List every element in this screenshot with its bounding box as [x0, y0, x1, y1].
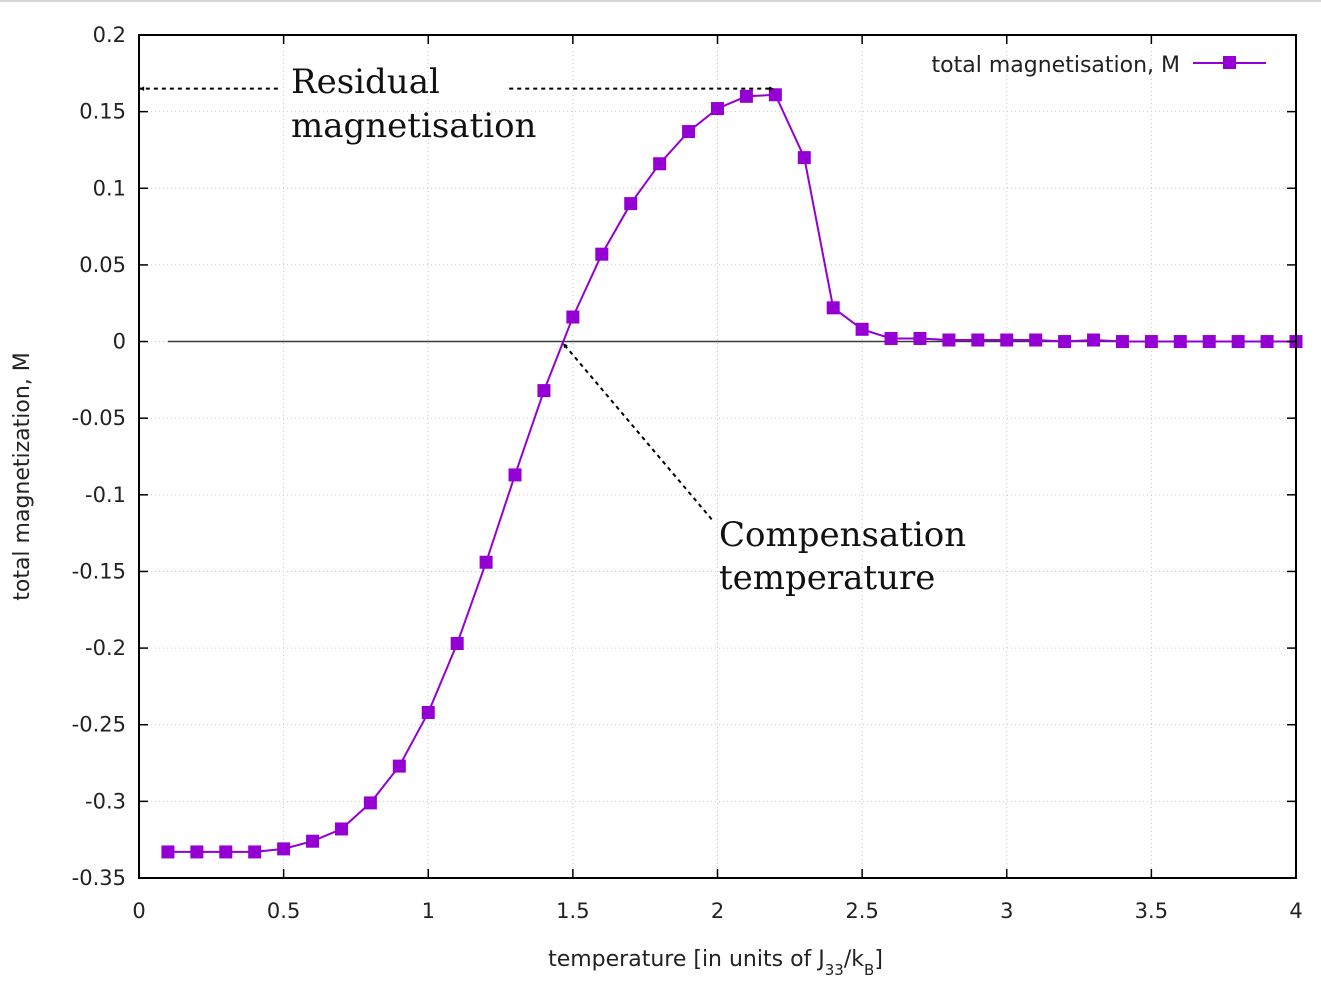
- data-point: [884, 331, 898, 345]
- x-tick-label: 0: [132, 899, 145, 923]
- data-point: [219, 845, 233, 859]
- data-point: [421, 705, 435, 719]
- image-top-border: [0, 0, 1321, 2]
- y-tick-label: -0.2: [85, 636, 126, 660]
- data-point: [363, 796, 377, 810]
- ticks-layer: 0 0.5 1 1.5 2 2.5 3 3.5 4 0.2 0.15 0.1 0.05 0 -0.05 -0.…: [72, 23, 1303, 923]
- data-point: [1202, 335, 1216, 349]
- data-point: [768, 88, 782, 102]
- legend: total magnetisation, M: [932, 53, 1266, 78]
- y-axis-title: total magnetization, M: [10, 352, 35, 601]
- data-point: [479, 555, 493, 569]
- grid: [139, 35, 1296, 878]
- data-point: [306, 834, 320, 848]
- data-point: [1058, 335, 1072, 349]
- x-tick-label: 3: [1000, 899, 1013, 923]
- x-tick-label: 3.5: [1135, 899, 1168, 923]
- residual-label-line2: magnetisation: [291, 106, 536, 146]
- data-point: [1144, 335, 1158, 349]
- data-point: [855, 322, 869, 336]
- data-point: [392, 759, 406, 773]
- data-point: [1260, 335, 1274, 349]
- y-tick-label: -0.35: [72, 866, 126, 890]
- residual-label-line1: Residual: [291, 62, 440, 102]
- data-point: [161, 845, 175, 859]
- data-point: [653, 157, 667, 171]
- x-tick-label: 2: [711, 899, 724, 923]
- data-point: [1087, 333, 1101, 347]
- series-layer: [161, 88, 1303, 859]
- data-point: [595, 247, 609, 261]
- compensation-label-line1: Compensation: [719, 515, 966, 555]
- y-tick-label: -0.15: [72, 559, 126, 583]
- x-tick-label: 1.5: [556, 899, 589, 923]
- y-tick-label: -0.25: [72, 713, 126, 737]
- x-axis-title-main: temperature [in units of J: [548, 947, 825, 972]
- data-point: [1115, 335, 1129, 349]
- data-point: [334, 822, 348, 836]
- y-tick-label: 0.1: [93, 176, 126, 200]
- data-point: [942, 333, 956, 347]
- y-tick-label: -0.05: [72, 406, 126, 430]
- data-point: [566, 310, 580, 324]
- data-point: [624, 197, 638, 211]
- series-line: [167, 93, 1296, 853]
- data-point: [826, 301, 840, 315]
- data-point: [739, 89, 753, 103]
- compensation-label-line2: temperature: [719, 558, 935, 598]
- data-point: [190, 845, 204, 859]
- data-point: [682, 125, 696, 139]
- y-tick-label: 0.2: [93, 23, 126, 47]
- x-tick-label: 1: [422, 899, 435, 923]
- legend-marker-icon: [1223, 56, 1236, 69]
- x-axis-title-sub1: 33: [825, 961, 844, 979]
- data-point: [913, 331, 927, 345]
- x-axis-title: temperature [in units of J33/kB]: [548, 947, 883, 979]
- x-axis-title-mid: /k: [844, 947, 864, 972]
- data-point: [277, 842, 291, 856]
- x-tick-label: 0.5: [267, 899, 300, 923]
- x-axis-title-sub2: B: [864, 961, 874, 979]
- data-point: [537, 384, 551, 398]
- data-point: [450, 636, 464, 650]
- data-point: [1029, 333, 1043, 347]
- data-point: [248, 845, 262, 859]
- legend-label: total magnetisation, M: [932, 53, 1180, 78]
- compensation-arrow: [562, 342, 713, 520]
- y-tick-label: 0.15: [79, 100, 126, 124]
- data-point: [508, 468, 522, 482]
- data-point: [971, 333, 985, 347]
- x-tick-label: 4: [1289, 899, 1302, 923]
- data-point: [1173, 335, 1187, 349]
- data-point: [797, 151, 811, 165]
- y-tick-label: 0.05: [79, 253, 126, 277]
- data-point: [1231, 335, 1245, 349]
- data-point: [1000, 333, 1014, 347]
- y-tick-label: -0.3: [85, 789, 126, 813]
- y-tick-label: 0: [113, 330, 126, 354]
- y-tick-label: -0.1: [85, 483, 126, 507]
- data-point: [711, 102, 724, 116]
- x-axis-title-end: ]: [874, 947, 883, 972]
- x-tick-label: 2.5: [845, 899, 878, 923]
